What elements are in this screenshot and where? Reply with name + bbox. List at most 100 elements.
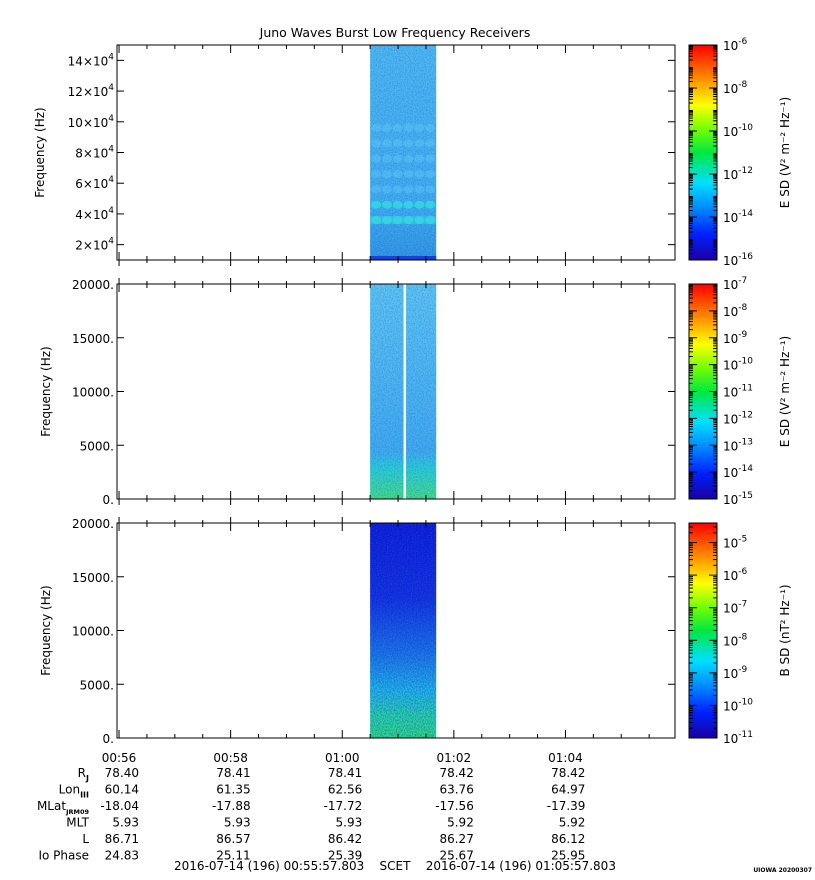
panel-e-high-frequency: 2×104 4×104 6×104 8×104 10×104 12×104 14×104 Fr… bbox=[33, 37, 792, 268]
spectrogram-data bbox=[370, 284, 437, 499]
colorbar: 10-6 10-8 10-10 10-12 10-14 10-16 E SD (V² m⁻²… bbox=[688, 37, 792, 268]
ephemeris-value: 25.39 bbox=[328, 849, 362, 863]
ephemeris-value: -17.72 bbox=[324, 799, 363, 813]
ephemeris-value: 86.42 bbox=[328, 832, 362, 846]
colorbar-tick-label: 10-10 bbox=[723, 357, 753, 373]
chart-title: Juno Waves Burst Low Frequency Receivers bbox=[259, 25, 531, 40]
ephemeris-value: 60.14 bbox=[105, 783, 139, 797]
y-tick-label: 12×104 bbox=[68, 83, 115, 99]
ephemeris-row-label: LonIII bbox=[59, 783, 89, 800]
ephemeris-value: -18.04 bbox=[100, 799, 139, 813]
ephemeris-value: 5.93 bbox=[224, 816, 251, 830]
y-axis-label: Frequency (Hz) bbox=[39, 585, 53, 676]
y-tick-label: 20000. bbox=[72, 278, 114, 292]
y-tick-label: 0. bbox=[103, 732, 114, 746]
y-tick-label: 15000. bbox=[72, 571, 114, 585]
ephemeris-value: 78.40 bbox=[105, 766, 139, 780]
colorbar-tick-label: 10-9 bbox=[723, 665, 748, 681]
ephemeris-value: 78.42 bbox=[551, 766, 585, 780]
y-axis-label: Frequency (Hz) bbox=[33, 107, 47, 198]
panel-e-low-frequency: 0. 5000. 10000. 15000. 20000. Frequency (Hz) 1… bbox=[39, 276, 792, 507]
ephemeris-value: 86.27 bbox=[439, 832, 473, 846]
x-tick-label: 01:02 bbox=[437, 751, 472, 765]
time-axis-labels: 00:56 00:58 01:00 01:02 01:04 bbox=[102, 751, 583, 765]
colorbar-tick-label: 10-11 bbox=[723, 384, 753, 400]
colorbar: 10-5 10-6 10-7 10-8 10-9 10-10 10-11 B SD (nT² … bbox=[688, 522, 792, 746]
ephemeris-row-label: L bbox=[82, 832, 89, 846]
y-tick-label: 0. bbox=[103, 493, 114, 507]
ephemeris-value: -17.39 bbox=[547, 799, 586, 813]
colorbar-tick-label: 10-14 bbox=[723, 464, 753, 480]
spectrogram-data bbox=[370, 45, 437, 260]
y-tick-label: 8×104 bbox=[75, 145, 114, 161]
colorbar-label: E SD (V² m⁻² Hz⁻¹) bbox=[778, 336, 792, 447]
creation-stamp: UIOWA 20200307 bbox=[753, 867, 812, 874]
x-tick-label: 00:56 bbox=[102, 751, 137, 765]
colorbar-tick-label: 10-7 bbox=[723, 276, 747, 292]
y-tick-label: 15000. bbox=[72, 332, 114, 346]
ephemeris-value: 78.41 bbox=[216, 766, 250, 780]
y-tick-label: 4×104 bbox=[75, 206, 114, 222]
y-tick-label: 10000. bbox=[72, 625, 114, 639]
ephemeris-value: 86.57 bbox=[216, 832, 250, 846]
ephemeris-value: 63.76 bbox=[439, 783, 473, 797]
ephemeris-value: 86.12 bbox=[551, 832, 585, 846]
ephemeris-value: 62.56 bbox=[328, 783, 362, 797]
colorbar-tick-label: 10-9 bbox=[723, 330, 748, 346]
time-range-footer: 2016-07-14 (196) 00:55:57.803 SCET 2016-… bbox=[174, 859, 616, 873]
ephemeris-table: RJ 78.40 78.41 78.41 78.42 78.42 LonIII 60.14 61… bbox=[37, 766, 585, 863]
x-tick-label: 01:00 bbox=[325, 751, 360, 765]
colorbar-tick-label: 10-13 bbox=[723, 437, 753, 453]
y-tick-label: 5000. bbox=[80, 439, 114, 453]
ephemeris-value: 5.93 bbox=[112, 816, 139, 830]
ephemeris-value: -17.88 bbox=[212, 799, 251, 813]
colorbar-tick-label: 10-8 bbox=[723, 303, 748, 319]
colorbar-tick-label: 10-10 bbox=[723, 123, 753, 139]
y-tick-label: 10000. bbox=[72, 386, 114, 400]
colorbar-tick-label: 10-5 bbox=[723, 535, 747, 551]
y-tick-label: 10×104 bbox=[68, 114, 115, 130]
y-tick-label: 5000. bbox=[80, 678, 114, 692]
colorbar-label: B SD (nT² Hz⁻¹) bbox=[778, 584, 792, 676]
y-tick-label: 2×104 bbox=[75, 237, 114, 253]
ephemeris-value: 64.97 bbox=[551, 783, 585, 797]
colorbar-tick-label: 10-10 bbox=[723, 697, 753, 713]
ephemeris-value: 25.11 bbox=[216, 849, 250, 863]
x-tick-label: 00:58 bbox=[213, 751, 248, 765]
colorbar-tick-label: 10-6 bbox=[723, 567, 748, 583]
colorbar-tick-label: 10-8 bbox=[723, 80, 748, 96]
ephemeris-value: 5.93 bbox=[336, 816, 363, 830]
x-tick-label: 01:04 bbox=[548, 751, 583, 765]
panel-b-low-frequency: 0. 5000. 10000. 15000. 20000. Frequency (Hz) 1… bbox=[39, 517, 792, 746]
colorbar-tick-label: 10-7 bbox=[723, 600, 747, 616]
ephemeris-value: 61.35 bbox=[216, 783, 250, 797]
colorbar-tick-label: 10-12 bbox=[723, 166, 753, 182]
ephemeris-value: 78.42 bbox=[439, 766, 473, 780]
data-gap-line bbox=[403, 284, 407, 499]
y-tick-label: 20000. bbox=[72, 517, 114, 531]
y-tick-label: 6×104 bbox=[75, 175, 114, 191]
colorbar-tick-label: 10-14 bbox=[723, 209, 753, 225]
ephemeris-value: 25.95 bbox=[551, 849, 585, 863]
ephemeris-value: 86.71 bbox=[105, 832, 139, 846]
colorbar-tick-label: 10-6 bbox=[723, 37, 748, 53]
ephemeris-value: 5.92 bbox=[447, 816, 474, 830]
colorbar-tick-label: 10-8 bbox=[723, 632, 748, 648]
colorbar-tick-label: 10-16 bbox=[723, 252, 753, 268]
ephemeris-row-label: Io Phase bbox=[38, 849, 89, 863]
colorbar-tick-label: 10-15 bbox=[723, 491, 753, 507]
colorbar-label: E SD (V² m⁻² Hz⁻¹) bbox=[778, 97, 792, 208]
y-axis-label: Frequency (Hz) bbox=[39, 346, 53, 437]
ephemeris-row-label: RJ bbox=[78, 766, 89, 783]
ephemeris-value: -17.56 bbox=[435, 799, 474, 813]
ephemeris-value: 5.92 bbox=[559, 816, 586, 830]
colorbar: 10-7 10-8 10-9 10-10 10-11 10-12 10-13 10-14 10-… bbox=[688, 276, 792, 507]
ephemeris-row-label: MLatJRM09 bbox=[37, 799, 90, 816]
ephemeris-value: 24.83 bbox=[105, 849, 139, 863]
ephemeris-row-label: MLT bbox=[66, 816, 89, 830]
colorbar-tick-label: 10-11 bbox=[723, 730, 753, 746]
ephemeris-value: 78.41 bbox=[328, 766, 362, 780]
ephemeris-value: 25.67 bbox=[439, 849, 473, 863]
spectrogram-data bbox=[370, 523, 437, 738]
